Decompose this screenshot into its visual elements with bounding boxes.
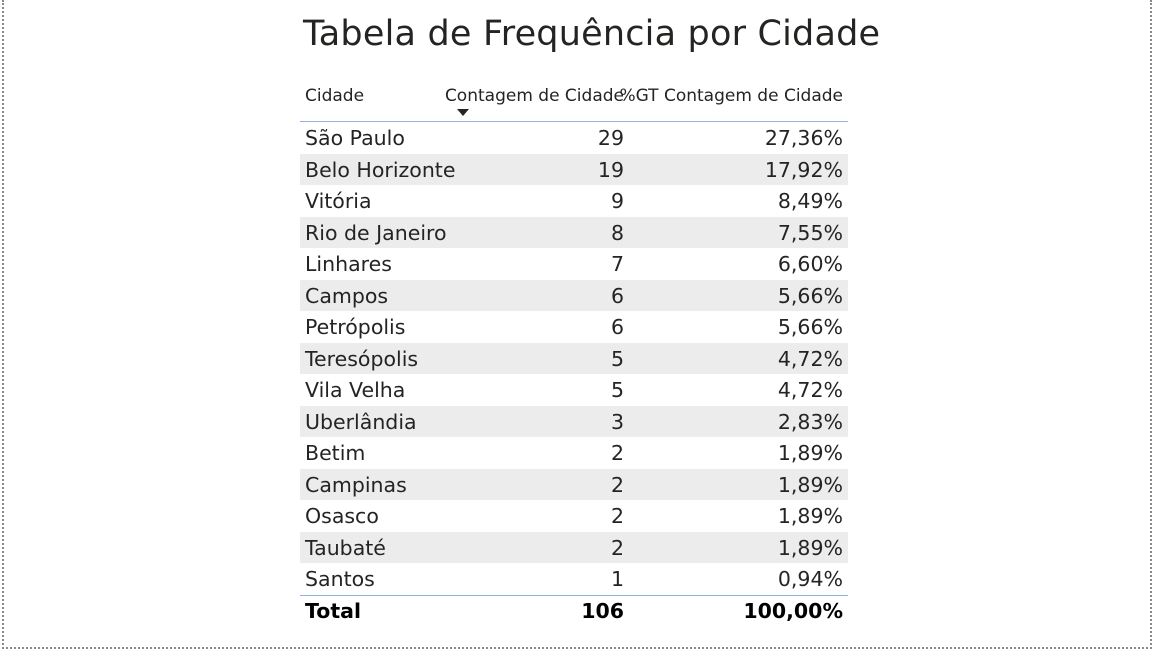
city-cell: Teresópolis [305, 346, 419, 371]
city-cell: Uberlândia [305, 409, 417, 434]
city-cell: Linhares [305, 252, 392, 276]
table-row[interactable]: Campinas 2 1,89% [300, 468, 848, 500]
city-cell: Belo Horizonte [305, 157, 456, 182]
table-row[interactable]: Rio de Janeiro 8 7,55% [300, 216, 848, 248]
count-cell: 6 [610, 283, 624, 308]
total-label: Total [305, 598, 362, 623]
table-body: São Paulo 29 27,36% Belo Horizonte 19 17,92% V… [300, 122, 848, 595]
count-cell: 7 [610, 252, 624, 276]
table-row[interactable]: Osasco 2 1,89% [300, 500, 848, 532]
percent-cell: 5,66% [777, 315, 843, 339]
city-cell: Santos [305, 567, 375, 591]
city-cell: Osasco [305, 504, 379, 528]
table-row[interactable]: Taubaté 2 1,89% [300, 531, 848, 563]
percent-cell: 17,92% [764, 157, 843, 182]
total-count: 106 [581, 598, 624, 623]
table-row[interactable]: Petrópolis 6 5,66% [300, 311, 848, 343]
table-row[interactable]: Vila Velha 5 4,72% [300, 374, 848, 406]
count-cell: 2 [610, 441, 624, 465]
city-cell: Vitória [305, 189, 372, 213]
table-row[interactable]: Linhares 7 6,60% [300, 248, 848, 280]
count-cell: 3 [610, 409, 624, 434]
percent-cell: 4,72% [777, 346, 843, 371]
frequency-table[interactable]: Cidade Contagem de Cidade %GT Contagem d… [300, 82, 848, 628]
table-row[interactable]: Vitória 9 8,49% [300, 185, 848, 217]
city-cell: Campos [305, 283, 389, 308]
city-cell: Campinas [305, 472, 407, 497]
city-cell: São Paulo [305, 126, 405, 150]
table-row[interactable]: Campos 6 5,66% [300, 279, 848, 311]
percent-cell: 0,94% [777, 567, 843, 591]
percent-cell: 1,89% [777, 504, 843, 528]
percent-cell: 1,89% [777, 441, 843, 465]
table-row[interactable]: Betim 2 1,89% [300, 437, 848, 469]
sort-descending-icon[interactable] [457, 109, 469, 116]
count-cell: 29 [597, 126, 624, 150]
total-percent: 100,00% [743, 598, 843, 623]
percent-cell: 6,60% [777, 252, 843, 276]
city-cell: Petrópolis [305, 315, 406, 339]
count-cell: 6 [610, 315, 624, 339]
percent-cell: 27,36% [764, 126, 843, 150]
table-header-row: Cidade Contagem de Cidade %GT Contagem d… [300, 82, 848, 122]
column-header-contagem[interactable]: Contagem de Cidade [444, 86, 624, 106]
percent-cell: 1,89% [777, 535, 843, 560]
count-cell: 9 [610, 189, 624, 213]
percent-cell: 8,49% [777, 189, 843, 213]
table-total-row: Total 106 100,00% [300, 594, 848, 628]
percent-cell: 2,83% [777, 409, 843, 434]
count-cell: 2 [610, 535, 624, 560]
table-row[interactable]: Uberlândia 3 2,83% [300, 405, 848, 437]
count-cell: 8 [610, 220, 624, 245]
count-cell: 19 [597, 157, 624, 182]
percent-cell: 7,55% [777, 220, 843, 245]
table-row[interactable]: Santos 1 0,94% [300, 563, 848, 595]
count-cell: 2 [610, 472, 624, 497]
count-cell: 2 [610, 504, 624, 528]
table-row[interactable]: Belo Horizonte 19 17,92% [300, 153, 848, 185]
column-header-cidade[interactable]: Cidade [305, 86, 365, 106]
city-cell: Vila Velha [305, 378, 406, 402]
city-cell: Betim [305, 441, 366, 465]
count-cell: 1 [610, 567, 624, 591]
table-title: Tabela de Frequência por Cidade [303, 14, 881, 54]
city-cell: Taubaté [305, 535, 386, 560]
table-row[interactable]: São Paulo 29 27,36% [300, 122, 848, 154]
column-header-percent-gt[interactable]: %GT Contagem de Cidade [619, 86, 843, 106]
percent-cell: 4,72% [777, 378, 843, 402]
percent-cell: 5,66% [777, 283, 843, 308]
count-cell: 5 [610, 378, 624, 402]
city-cell: Rio de Janeiro [305, 220, 447, 245]
count-cell: 5 [610, 346, 624, 371]
table-row[interactable]: Teresópolis 5 4,72% [300, 342, 848, 374]
percent-cell: 1,89% [777, 472, 843, 497]
